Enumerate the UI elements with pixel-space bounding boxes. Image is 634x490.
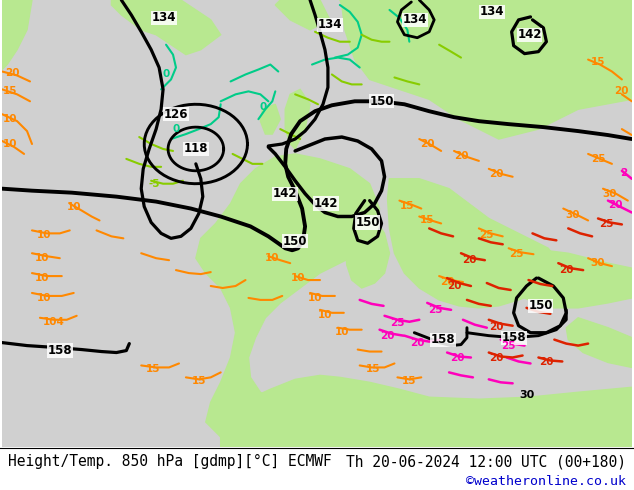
- Text: 15: 15: [591, 56, 605, 67]
- Text: 20: 20: [440, 277, 455, 287]
- Text: 20: 20: [539, 358, 553, 368]
- Text: 10: 10: [307, 293, 322, 303]
- Polygon shape: [285, 89, 310, 149]
- Text: 25: 25: [501, 341, 516, 350]
- Text: 25: 25: [509, 249, 524, 259]
- Text: 20: 20: [420, 139, 434, 149]
- Text: 30: 30: [565, 211, 579, 220]
- Polygon shape: [340, 0, 632, 139]
- Text: 134: 134: [318, 18, 342, 31]
- Text: 150: 150: [369, 95, 394, 108]
- Text: 150: 150: [528, 299, 553, 312]
- Text: 2: 2: [620, 168, 628, 178]
- Text: 15: 15: [191, 376, 206, 386]
- Text: 15: 15: [146, 365, 160, 374]
- Text: 20: 20: [489, 322, 504, 332]
- Text: 134: 134: [403, 13, 427, 26]
- Text: 10: 10: [3, 139, 17, 149]
- Text: 20: 20: [489, 169, 504, 179]
- Polygon shape: [387, 179, 559, 308]
- Text: 25: 25: [428, 305, 443, 315]
- Text: 20: 20: [559, 265, 574, 275]
- Text: 10: 10: [265, 253, 280, 263]
- Text: 134: 134: [152, 11, 176, 24]
- Text: 30: 30: [519, 390, 534, 400]
- Text: 10: 10: [35, 253, 49, 263]
- Text: 0: 0: [260, 102, 267, 112]
- Text: 30: 30: [591, 258, 605, 268]
- Text: 10: 10: [37, 230, 51, 241]
- Text: 10: 10: [67, 201, 81, 212]
- Text: 118: 118: [184, 143, 208, 155]
- Text: 30: 30: [603, 189, 618, 198]
- Text: 10: 10: [35, 273, 49, 283]
- Polygon shape: [112, 0, 221, 54]
- Text: 10: 10: [3, 114, 17, 124]
- Polygon shape: [196, 154, 380, 447]
- Text: 10: 10: [318, 310, 332, 320]
- Text: 142: 142: [314, 197, 338, 210]
- Text: 126: 126: [164, 108, 188, 121]
- Polygon shape: [2, 0, 32, 70]
- Text: 15: 15: [400, 200, 415, 211]
- Text: 20: 20: [447, 281, 462, 291]
- Text: 20: 20: [489, 353, 504, 364]
- Text: 150: 150: [283, 235, 307, 248]
- Polygon shape: [356, 266, 378, 283]
- Text: ©weatheronline.co.uk: ©weatheronline.co.uk: [466, 475, 626, 489]
- Text: -5: -5: [148, 179, 160, 189]
- Polygon shape: [221, 375, 632, 447]
- Text: Height/Temp. 850 hPa [gdmp][°C] ECMWF: Height/Temp. 850 hPa [gdmp][°C] ECMWF: [8, 454, 332, 469]
- Polygon shape: [275, 0, 330, 30]
- Polygon shape: [566, 318, 632, 368]
- Text: 104: 104: [43, 317, 65, 327]
- Text: 0: 0: [172, 124, 179, 134]
- Text: 15: 15: [3, 86, 17, 97]
- Text: 0: 0: [162, 70, 170, 79]
- Text: 10: 10: [37, 293, 51, 303]
- Text: 15: 15: [365, 365, 380, 374]
- Text: 150: 150: [356, 216, 380, 229]
- Text: 15: 15: [402, 376, 417, 386]
- Text: 158: 158: [501, 331, 526, 344]
- Polygon shape: [261, 104, 280, 134]
- Text: 142: 142: [517, 28, 542, 41]
- Polygon shape: [338, 194, 389, 288]
- Text: 25: 25: [598, 220, 613, 229]
- Text: 20: 20: [5, 69, 20, 78]
- Text: 20: 20: [450, 353, 464, 364]
- Text: 20: 20: [462, 255, 476, 265]
- Text: 10: 10: [335, 327, 349, 337]
- Text: 20: 20: [380, 331, 395, 341]
- Text: 10: 10: [291, 273, 306, 283]
- Polygon shape: [424, 248, 449, 278]
- Polygon shape: [334, 223, 350, 253]
- Text: 142: 142: [273, 187, 297, 200]
- Text: 158: 158: [431, 333, 455, 346]
- Text: 20: 20: [614, 86, 629, 97]
- Text: 158: 158: [48, 344, 72, 357]
- Text: 25: 25: [479, 230, 494, 241]
- Text: 25: 25: [591, 154, 605, 164]
- Text: 15: 15: [420, 216, 434, 225]
- Text: 20: 20: [607, 199, 622, 210]
- Text: 20: 20: [410, 338, 425, 347]
- Text: 20: 20: [454, 151, 469, 161]
- Text: 134: 134: [479, 5, 504, 19]
- Text: 25: 25: [390, 318, 404, 328]
- Polygon shape: [489, 238, 632, 308]
- Text: Th 20-06-2024 12:00 UTC (00+180): Th 20-06-2024 12:00 UTC (00+180): [346, 454, 626, 469]
